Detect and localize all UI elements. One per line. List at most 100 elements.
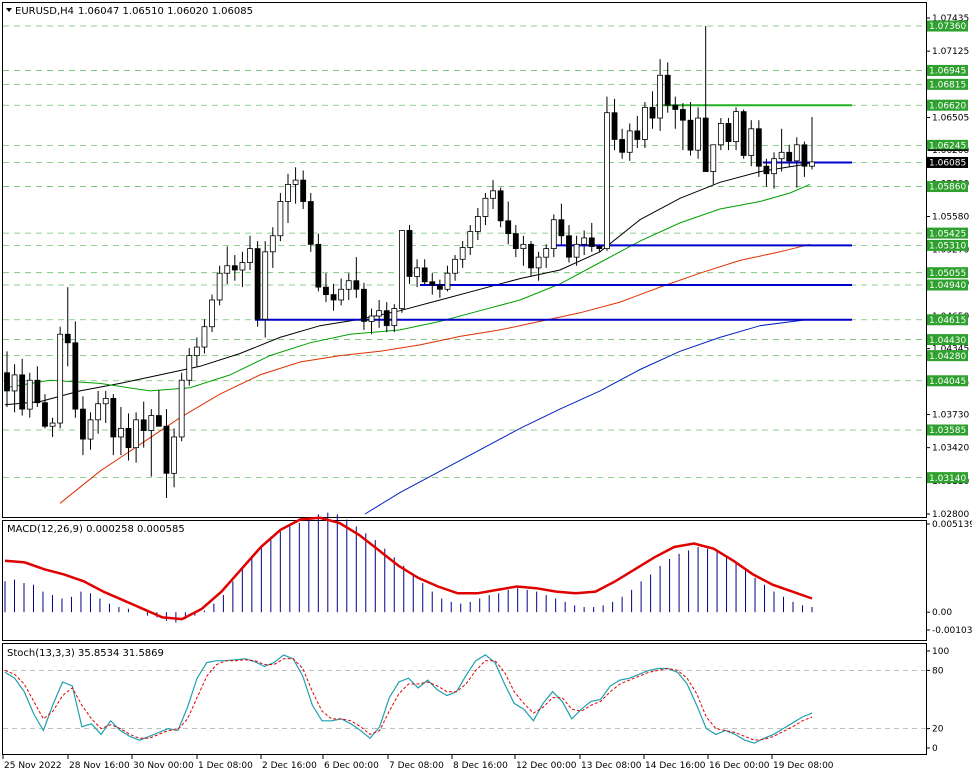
candle-body xyxy=(649,106,656,119)
macd-series xyxy=(4,512,813,623)
time-tick-label: 6 Dec 00:00 xyxy=(324,761,379,771)
candle-body xyxy=(285,184,291,202)
level-label-box xyxy=(927,227,968,239)
level-label-box xyxy=(927,350,968,362)
level-label-box xyxy=(927,99,968,111)
candle-body xyxy=(300,179,307,202)
candle-body xyxy=(391,308,398,327)
candle-body xyxy=(672,104,679,110)
price-axis: 1.074351.071251.065051.062001.058901.055… xyxy=(926,14,972,754)
candle-body xyxy=(543,248,550,258)
level-label: 1.06945 xyxy=(929,67,966,77)
candle-body xyxy=(596,246,603,250)
price-tick-label: 1.03730 xyxy=(932,410,969,420)
stoch-tick-label: 80 xyxy=(932,666,944,676)
level-label-box xyxy=(927,78,968,90)
candle-body xyxy=(148,415,155,431)
candle-body xyxy=(361,288,367,322)
candle-body xyxy=(550,219,557,250)
candle-body xyxy=(239,262,246,271)
level-label: 1.04615 xyxy=(929,316,966,326)
price-tick-label: 1.05580 xyxy=(932,213,969,223)
level-label: 1.03585 xyxy=(929,426,966,436)
time-tick-label: 16 Dec 00:00 xyxy=(709,761,770,771)
candle-body xyxy=(269,235,276,253)
candle-body xyxy=(292,179,299,185)
candle-body xyxy=(254,248,261,320)
candle-body xyxy=(634,130,641,140)
price-tick-label: 1.07125 xyxy=(932,47,969,57)
candle-body xyxy=(133,419,140,449)
candle-body xyxy=(155,415,162,427)
level-label-box xyxy=(927,472,968,484)
candle-body xyxy=(4,372,10,392)
level-label-box xyxy=(927,20,968,32)
candle-body xyxy=(695,117,701,151)
candle-body xyxy=(535,256,542,269)
candle-body xyxy=(80,408,86,440)
candle-body xyxy=(490,190,496,199)
level-label: 1.06085 xyxy=(929,159,966,169)
time-tick-label: 7 Dec 08:00 xyxy=(389,761,444,771)
level-label-box xyxy=(927,156,968,168)
level-label: 1.07360 xyxy=(929,22,966,32)
candle-body xyxy=(72,342,79,410)
level-label-box xyxy=(927,279,968,291)
candle-body xyxy=(482,197,489,217)
candle-body xyxy=(459,247,466,260)
level-label: 1.04045 xyxy=(929,377,966,387)
time-tick-label: 12 Dec 00:00 xyxy=(516,761,577,771)
level-label: 1.06245 xyxy=(929,142,966,152)
stoch-panel[interactable] xyxy=(2,643,927,755)
candle-body xyxy=(307,201,314,245)
level-label-box xyxy=(927,424,968,436)
candle-body xyxy=(558,219,565,237)
stoch-series xyxy=(3,654,926,744)
candle-body xyxy=(452,258,458,274)
stoch-tick-label: 0 xyxy=(932,744,938,754)
candle-body xyxy=(588,237,595,247)
horizontal-levels xyxy=(255,104,852,321)
candle-body xyxy=(611,112,618,140)
candle-body xyxy=(95,403,102,421)
level-label: 1.03140 xyxy=(929,474,966,484)
ma-blue xyxy=(364,318,811,515)
candle-body xyxy=(34,379,41,404)
symbol-dropdown-icon[interactable] xyxy=(6,8,12,12)
macd-tick-label: 0.005139 xyxy=(932,520,972,530)
level-label: 1.04280 xyxy=(929,352,966,362)
time-tick-label: 1 Dec 08:00 xyxy=(198,761,253,771)
candle-body xyxy=(566,235,572,258)
level-label: 1.04940 xyxy=(929,281,966,291)
time-tick-label: 8 Dec 16:00 xyxy=(453,761,508,771)
candle-body xyxy=(809,161,815,167)
candle-body xyxy=(201,326,208,348)
candle-body xyxy=(262,251,269,320)
candle-body xyxy=(163,425,170,474)
candle-body xyxy=(619,139,626,153)
stoch-tick-label: 100 xyxy=(932,647,949,657)
ma-green xyxy=(4,183,811,392)
time-tick-label: 19 Dec 08:00 xyxy=(773,761,834,771)
candle-body xyxy=(216,272,223,301)
candle-body xyxy=(733,111,739,142)
level-label-box xyxy=(927,139,968,151)
candle-body xyxy=(778,151,785,160)
candle-body xyxy=(247,248,253,263)
candle-body xyxy=(520,243,527,250)
macd-signal-line xyxy=(4,516,813,621)
candle-body xyxy=(581,237,588,245)
price-panel[interactable] xyxy=(2,2,927,518)
candle-body xyxy=(231,265,238,271)
candle-body xyxy=(664,74,671,106)
moving-averages xyxy=(4,162,811,515)
candle-body xyxy=(345,280,352,290)
level-label: 1.05425 xyxy=(929,229,966,239)
level-label-box xyxy=(927,314,968,326)
ohlc-readout: 1.06047 1.06510 1.06020 1.06085 xyxy=(78,6,253,17)
candle-body xyxy=(642,106,648,140)
macd-panel[interactable] xyxy=(2,520,927,641)
candle-body xyxy=(42,402,48,427)
price-tick-label: 1.04345 xyxy=(932,345,969,355)
